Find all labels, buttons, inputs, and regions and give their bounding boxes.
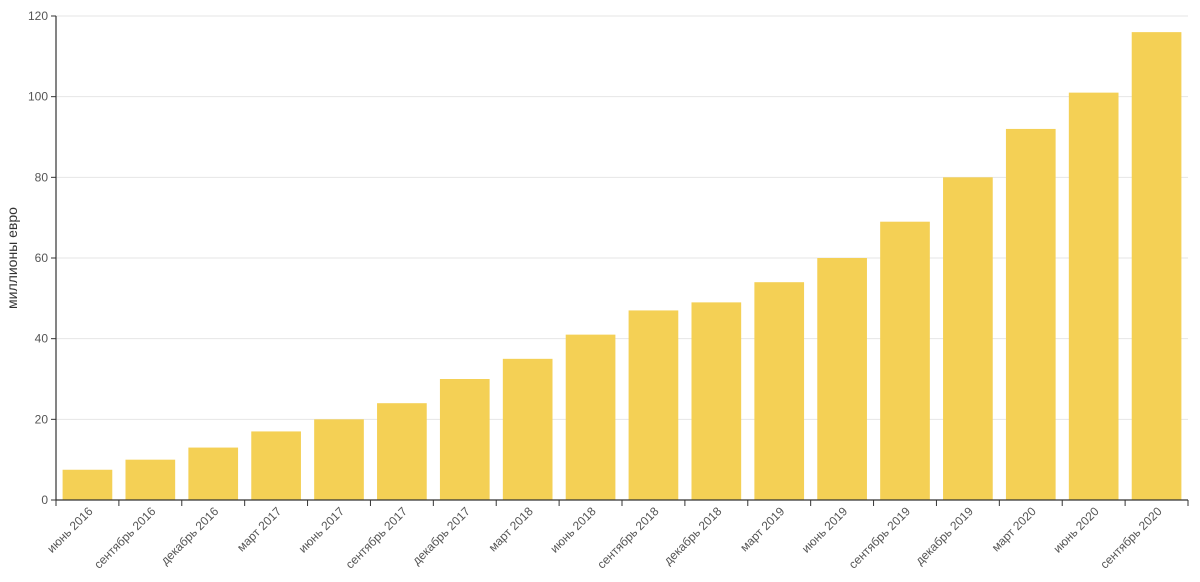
x-tick-label: сентябрь 2017 bbox=[343, 504, 410, 571]
bar bbox=[628, 310, 679, 500]
x-tick-label: март 2019 bbox=[737, 504, 787, 554]
x-tick-label: июнь 2016 bbox=[44, 504, 96, 556]
y-tick-label: 40 bbox=[35, 332, 49, 346]
x-tick-label: июнь 2018 bbox=[547, 504, 599, 556]
bar bbox=[1131, 32, 1182, 500]
x-tick-label: июнь 2019 bbox=[799, 504, 851, 556]
bar bbox=[1068, 92, 1119, 500]
bar bbox=[754, 282, 805, 500]
bar bbox=[439, 379, 490, 500]
x-tick-label: март 2017 bbox=[234, 504, 284, 554]
bar bbox=[188, 447, 239, 500]
x-tick-label: сентябрь 2019 bbox=[846, 504, 913, 571]
x-tick-label: декабрь 2019 bbox=[913, 504, 977, 568]
bar bbox=[880, 221, 930, 500]
x-tick-label: сентябрь 2016 bbox=[91, 504, 158, 571]
grid-lines bbox=[56, 15, 1188, 420]
bar bbox=[314, 419, 364, 500]
x-tick-label: июнь 2020 bbox=[1050, 504, 1102, 556]
x-tick-label: март 2020 bbox=[989, 504, 1039, 554]
x-tick-label: декабрь 2017 bbox=[409, 504, 473, 568]
x-tick-label: март 2018 bbox=[486, 504, 536, 554]
y-tick-label: 120 bbox=[28, 9, 48, 23]
bar bbox=[565, 334, 616, 500]
bars bbox=[62, 32, 1182, 500]
bar bbox=[1005, 128, 1056, 500]
y-tick-label: 60 bbox=[35, 251, 49, 265]
y-axis-title: миллионы евро bbox=[4, 207, 20, 309]
bar bbox=[62, 469, 113, 500]
x-tick-label: декабрь 2016 bbox=[158, 504, 222, 568]
x-tick-label: сентябрь 2018 bbox=[594, 504, 661, 571]
y-tick-label: 100 bbox=[28, 90, 48, 104]
y-tick-label: 80 bbox=[35, 170, 49, 184]
bar bbox=[943, 177, 993, 500]
bar bbox=[377, 403, 427, 500]
bar bbox=[502, 358, 553, 500]
bar bbox=[691, 302, 742, 500]
y-tick-label: 0 bbox=[41, 493, 48, 507]
x-tick-label: декабрь 2018 bbox=[661, 504, 725, 568]
x-tick-label: сентябрь 2020 bbox=[1097, 504, 1164, 571]
bar bbox=[125, 459, 176, 500]
bar bbox=[251, 431, 301, 500]
x-tick-label: июнь 2017 bbox=[296, 504, 348, 556]
bar bbox=[817, 258, 867, 500]
y-tick-label: 20 bbox=[35, 412, 49, 426]
y-axis: 0 20 40 60 80 100 120 bbox=[28, 9, 57, 507]
